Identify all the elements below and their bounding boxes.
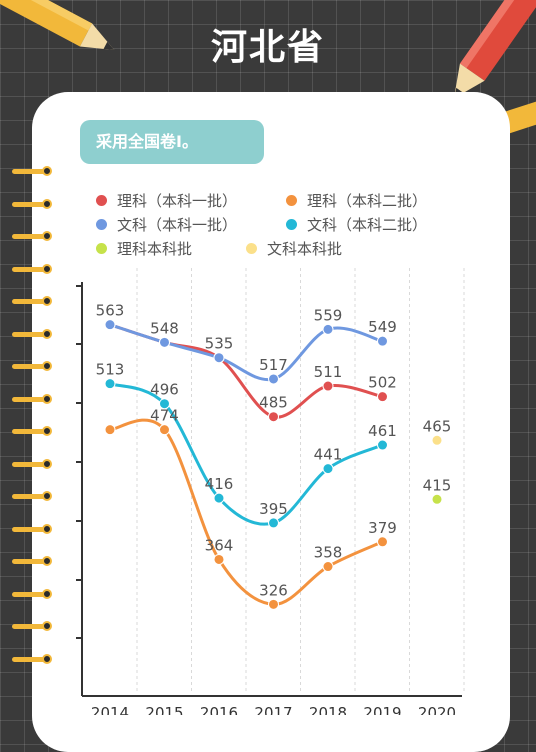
- data-label: 416: [205, 475, 234, 493]
- legend-item-wen-er: 文科（本科二批）: [286, 214, 476, 235]
- data-point-wen_yi: [377, 335, 388, 347]
- x-tick-label: 2018: [309, 704, 347, 715]
- data-point-wen_er: [377, 439, 388, 451]
- binding-ring-icon: [12, 491, 54, 501]
- legend-label: 文科（本科一批）: [117, 215, 238, 234]
- data-point-wen_er: [159, 398, 170, 410]
- legend-swatch: [96, 194, 107, 206]
- legend-swatch: [246, 242, 257, 254]
- content-card: [32, 92, 510, 752]
- data-point-wen_er: [322, 463, 334, 475]
- x-tick-label: 2015: [145, 704, 183, 715]
- data-label: 548: [150, 319, 179, 337]
- data-label: 474: [150, 407, 179, 425]
- binding-ring-icon: [12, 296, 54, 306]
- data-point-wen_ben: [431, 434, 443, 446]
- data-label: 465: [423, 417, 452, 435]
- pencil-top-left-icon: [0, 0, 115, 50]
- legend-item-li-ben: 理科本科批: [96, 238, 246, 259]
- legend-label: 理科本科批: [117, 239, 193, 258]
- data-point-wen_yi: [268, 373, 279, 385]
- data-point-wen_yi: [213, 352, 225, 364]
- binding-ring-icon: [12, 653, 54, 664]
- legend-swatch: [96, 242, 107, 254]
- legend-label: 理科（本科一批）: [117, 191, 238, 210]
- binding-ring-icon: [12, 621, 54, 631]
- data-point-wen_yi: [159, 336, 170, 348]
- data-label: 461: [368, 422, 397, 440]
- data-label: 549: [368, 318, 397, 336]
- binding-ring-icon: [12, 166, 54, 176]
- data-point-li_yi: [322, 380, 334, 392]
- binding-ring-icon: [12, 523, 54, 534]
- legend-swatch: [286, 194, 297, 206]
- exam-note-badge: 采用全国卷Ⅰ。: [80, 120, 264, 164]
- data-point-wen_er: [104, 378, 116, 390]
- data-label: 326: [259, 581, 288, 599]
- x-tick-label: 2020: [418, 704, 456, 715]
- data-label: 379: [368, 519, 397, 537]
- binding-ring-icon: [12, 426, 54, 436]
- data-label: 559: [314, 306, 343, 324]
- data-label: 358: [314, 544, 343, 562]
- data-label: 511: [314, 363, 343, 381]
- data-point-li_er: [213, 553, 225, 565]
- data-label: 441: [314, 446, 343, 464]
- data-point-li_er: [159, 424, 170, 436]
- data-point-li_er: [268, 598, 279, 610]
- binding-ring-icon: [12, 393, 54, 404]
- binding-ring-icon: [12, 361, 54, 371]
- legend-swatch: [286, 218, 297, 230]
- data-point-wen_er: [268, 517, 279, 529]
- data-point-wen_yi: [322, 323, 334, 335]
- line-chart: 2014 2015 2016 2017 2018 2019 2020 548 485 511 502…: [76, 268, 465, 715]
- data-point-li_yi: [377, 391, 388, 403]
- data-point-li_yi: [268, 411, 279, 423]
- legend-item-li-er: 理科（本科二批）: [286, 190, 476, 211]
- x-tick-label: 2014: [91, 704, 129, 715]
- data-label: 395: [259, 500, 288, 518]
- binding-ring-icon: [12, 556, 54, 566]
- legend-label: 理科（本科二批）: [307, 191, 428, 210]
- binding-ring-icon: [12, 588, 54, 599]
- legend-item-wen-ben: 文科本科批: [246, 238, 446, 259]
- legend-swatch: [96, 218, 107, 230]
- legend-label: 文科（本科二批）: [307, 215, 428, 234]
- x-tick-label: 2017: [254, 704, 292, 715]
- data-point-li_er: [104, 424, 116, 436]
- data-point-li_er: [322, 561, 334, 573]
- data-point-li_er: [377, 536, 388, 548]
- legend-item-wen-yi: 文科（本科一批）: [96, 214, 286, 235]
- data-point-wen_yi: [104, 319, 116, 331]
- x-tick-label: 2016: [200, 704, 238, 715]
- x-tick-label: 2019: [363, 704, 401, 715]
- data-point-wen_er: [213, 492, 225, 504]
- data-label: 513: [96, 361, 125, 379]
- legend-item-li-yi: 理科（本科一批）: [96, 190, 286, 211]
- data-label: 517: [259, 356, 288, 374]
- data-label: 485: [259, 394, 288, 412]
- data-label: 364: [205, 536, 234, 554]
- data-label: 563: [96, 302, 125, 320]
- data-label: 535: [205, 335, 234, 353]
- binding-ring-icon: [12, 198, 54, 209]
- page-title: 河北省: [210, 27, 325, 68]
- binding-ring-icon: [12, 231, 54, 241]
- data-label: 415: [423, 476, 452, 494]
- binding-ring-icon: [12, 458, 54, 469]
- binding-ring-icon: [12, 328, 54, 339]
- legend-label: 文科本科批: [267, 239, 343, 258]
- binding-ring-icon: [12, 263, 54, 274]
- data-label: 496: [150, 381, 179, 399]
- chart-legend: 理科（本科一批） 理科（本科二批） 文科（本科一批） 文科（本科二批） 理科本科…: [96, 188, 476, 260]
- data-label: 502: [368, 374, 397, 392]
- data-point-li_ben: [431, 493, 443, 505]
